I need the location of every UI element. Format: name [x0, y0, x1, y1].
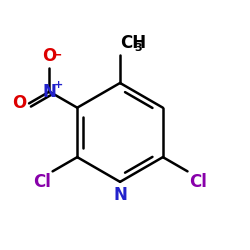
Text: N: N: [42, 83, 56, 101]
Text: +: +: [54, 80, 64, 90]
Text: Cl: Cl: [190, 173, 207, 191]
Text: 3: 3: [134, 43, 142, 53]
Text: CH: CH: [120, 34, 146, 52]
Text: −: −: [52, 48, 62, 61]
Text: N: N: [113, 186, 127, 204]
Text: O: O: [42, 47, 56, 65]
Text: Cl: Cl: [33, 173, 51, 191]
Text: O: O: [12, 94, 26, 112]
